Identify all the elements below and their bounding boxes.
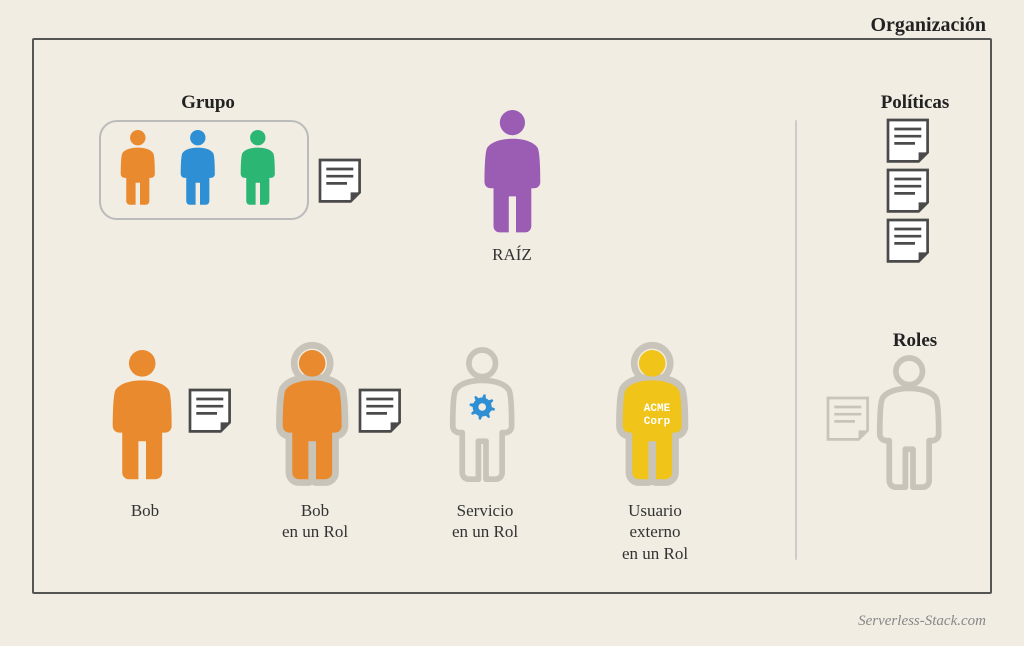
document-icon <box>888 170 928 211</box>
bob-in-role-label: Bob en un Rol <box>265 500 365 543</box>
group-heading: Grupo <box>168 92 248 114</box>
document-icon <box>360 390 400 431</box>
group-box <box>99 120 309 220</box>
root-label: RAÍZ <box>472 244 552 265</box>
person-icon <box>113 350 172 479</box>
document-icon <box>828 398 868 439</box>
person-icon <box>283 345 342 479</box>
bob-label: Bob <box>105 500 185 521</box>
person-icon <box>485 110 541 232</box>
external-in-role-label: Usuario externo en un Rol <box>605 500 705 564</box>
service-in-role-label: Servicio en un Rol <box>435 500 535 543</box>
acme-corp-text: ACME Corp <box>632 403 682 428</box>
policies-heading: Políticas <box>870 92 960 114</box>
document-icon <box>888 120 928 161</box>
person-icon <box>880 358 939 487</box>
section-divider <box>795 120 797 560</box>
roles-heading: Roles <box>870 330 960 352</box>
document-icon <box>320 160 360 201</box>
document-icon <box>190 390 230 431</box>
document-icon <box>888 220 928 261</box>
gear-icon <box>469 394 494 419</box>
